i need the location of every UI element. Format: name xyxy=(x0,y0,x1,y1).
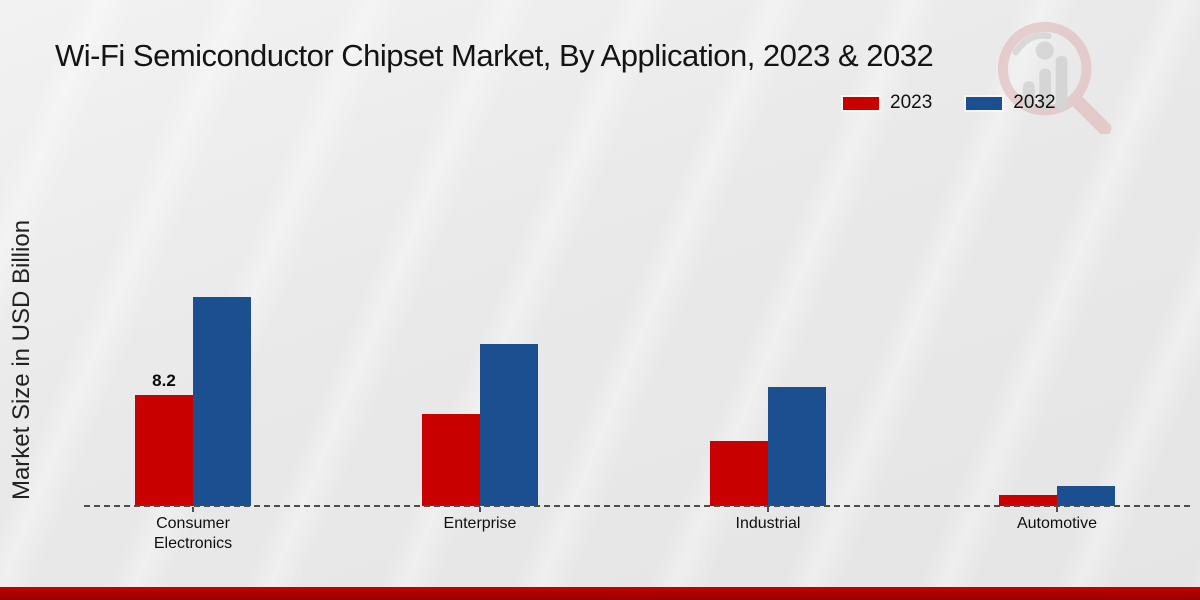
legend-item-2023: 2023 xyxy=(843,92,932,114)
x-axis-tick xyxy=(767,507,769,512)
bar-2032-automotive xyxy=(1057,486,1115,506)
category-label-industrial: Industrial xyxy=(735,515,801,532)
bar-2032-industrial xyxy=(768,387,826,506)
footer-accent-bar xyxy=(0,587,1200,600)
category-label-enterprise: Enterprise xyxy=(443,515,517,532)
bar-2032-consumer-electronics xyxy=(193,297,251,506)
x-axis-tick xyxy=(479,507,481,512)
legend-item-2032: 2032 xyxy=(966,92,1056,114)
x-axis-baseline xyxy=(84,505,1190,507)
plot-area: 8.2 xyxy=(135,297,1115,506)
category-label-consumer-electronics: Consumer Electronics xyxy=(153,515,233,552)
bar-2023-consumer-electronics xyxy=(135,395,193,506)
category-label-automotive: Automotive xyxy=(1016,515,1098,532)
legend-label-2032: 2032 xyxy=(1013,92,1056,113)
chart-title: Wi-Fi Semiconductor Chipset Market, By A… xyxy=(55,38,934,73)
legend: 2023 2032 xyxy=(843,92,1056,114)
legend-swatch-2032 xyxy=(966,96,1003,110)
bar-2023-automotive xyxy=(999,495,1057,506)
bar-2032-enterprise xyxy=(480,344,538,506)
x-axis-tick xyxy=(192,507,194,512)
bar-value-label-2023-consumer-electronics: 8.2 xyxy=(152,371,176,390)
bar-2023-industrial xyxy=(710,441,768,506)
legend-label-2023: 2023 xyxy=(890,92,933,113)
bar-2023-enterprise xyxy=(422,414,480,506)
x-axis-tick xyxy=(1056,507,1058,512)
legend-swatch-2023 xyxy=(843,96,879,110)
